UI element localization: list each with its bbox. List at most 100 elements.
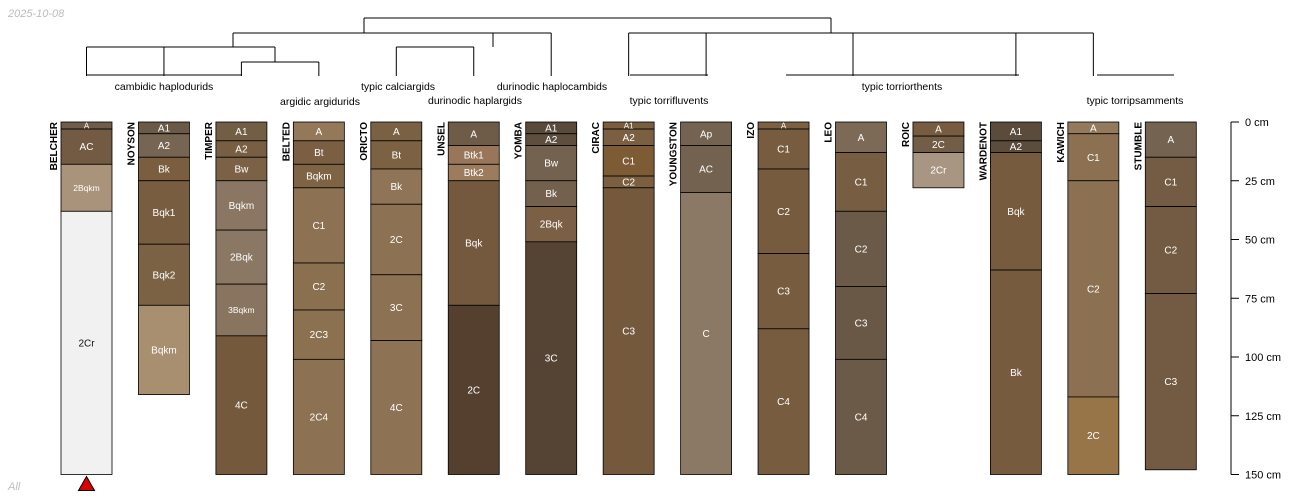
horizon-label: C1 [1087, 153, 1100, 164]
horizon-label: C1 [622, 156, 635, 167]
horizon-label: Ap [700, 129, 713, 140]
horizon-2bqk [215, 229, 268, 285]
horizon-label: C4 [855, 412, 868, 423]
horizon-label: Bt [392, 150, 402, 161]
horizon-label: A2 [623, 133, 636, 144]
profile-name: NOYSON [126, 122, 137, 165]
horizon-label: A [84, 121, 90, 130]
marker-triangle [77, 475, 96, 491]
horizon-label: Bw [544, 159, 559, 170]
horizon-ac [60, 128, 113, 165]
horizon-label: Bqk [1007, 207, 1025, 218]
taxon-label: typic torriorthents [862, 81, 943, 93]
profile-unsel: A Btk1 Btk2 Bqk 2C UNSEL [436, 121, 500, 475]
axis-tick-label: 150 cm [1245, 470, 1281, 482]
profile-name: WARDENOT [978, 122, 989, 180]
profile-name: ROIC [901, 122, 912, 147]
horizon-c2 [292, 262, 345, 311]
horizon-ac [680, 145, 732, 193]
horizon-label: C3 [1164, 377, 1177, 388]
horizon-label: Bqkm [229, 201, 255, 212]
taxon-label: durinodic haplocambids [497, 81, 607, 93]
horizon-bk [370, 168, 423, 205]
horizon-label: 2C [932, 140, 945, 151]
axis-tick-label: 100 cm [1245, 352, 1281, 364]
horizon-a [1144, 121, 1197, 158]
horizon-label: 2Bqkm [73, 183, 99, 193]
horizon-label: 3C [545, 354, 558, 365]
horizon-label: Btk2 [464, 168, 484, 179]
horizon-2c [447, 304, 500, 475]
horizon-2cr [60, 210, 113, 475]
profile-name: BELCHER [49, 121, 60, 170]
horizon-label: A1 [624, 121, 634, 130]
horizon-c2 [757, 168, 810, 254]
horizon-label: Bk [1010, 368, 1023, 379]
profile-leo: A C1 C2 C3 C4 LEO [824, 121, 887, 475]
profile-name: ORICTO [359, 122, 370, 161]
horizon-label: C3 [855, 318, 868, 329]
horizon-2c4 [292, 358, 345, 475]
depth-axis: 0 cm 25 cm 50 cm 75 cm 100 cm 125 cm 150 cm [1230, 117, 1281, 482]
horizon-label: 3Bqkm [228, 305, 254, 315]
dendrogram [86, 17, 1094, 76]
horizon-4c [215, 335, 268, 475]
horizon-c3 [1144, 293, 1197, 471]
horizon-label: A [781, 121, 787, 130]
horizon-label: C2 [1164, 246, 1177, 257]
horizon-label: C1 [855, 177, 868, 188]
profile-belcher: A AC 2Bqkm 2Cr BELCHER [49, 121, 113, 475]
horizon-label: Bqkm [306, 172, 332, 183]
horizon-label: A2 [545, 135, 558, 146]
horizon-c1 [835, 152, 887, 212]
axis-tick-label: 0 cm [1245, 117, 1269, 129]
horizon-label: Bqk [465, 239, 483, 250]
profile-belted: A Bt Bqkm C1 C2 2C3 2C4 BELTED [281, 121, 345, 475]
corner-label: All [8, 481, 21, 493]
profile-name: YOUNGSTON [669, 122, 680, 186]
horizon-label: C2 [312, 282, 325, 293]
horizon-label: 3C [390, 303, 403, 314]
horizon-label: 2Bqk [230, 253, 254, 264]
horizon-label: Bt [314, 148, 324, 159]
axis-tick-label: 50 cm [1245, 235, 1275, 247]
horizon-label: 4C [390, 403, 403, 414]
profile-name: IZO [746, 122, 757, 139]
horizon-label: 2Cr [78, 338, 95, 349]
horizon-c3 [602, 187, 655, 475]
horizon-bw [525, 145, 578, 182]
horizon-c [680, 192, 732, 475]
horizon-label: A [316, 127, 323, 138]
horizon-label: A [1167, 135, 1174, 146]
horizon-label: A1 [235, 127, 248, 138]
horizon-bt [370, 140, 423, 170]
horizon-bqkm [138, 304, 190, 395]
marker-layer [77, 475, 96, 491]
horizon-label: C2 [1087, 284, 1100, 295]
horizon-c1 [292, 187, 345, 264]
horizon-c1 [1067, 133, 1120, 182]
profile-name: UNSEL [436, 122, 447, 156]
profile-name: YOMBA [514, 122, 525, 159]
profile-name: LEO [824, 122, 835, 143]
profile-stumble: A C1 C2 C3 STUMBLE [1133, 121, 1197, 471]
horizon-c4 [835, 358, 887, 475]
profile-timper: A1 A2 Bw Bqkm 2Bqk 3Bqkm 4C TIMPER [204, 121, 268, 475]
profile-name: STUMBLE [1133, 122, 1144, 171]
horizon-label: A [470, 129, 477, 140]
horizon-bqk2 [138, 243, 190, 306]
horizon-c1 [1144, 156, 1197, 207]
profile-name: CIRAC [591, 122, 602, 154]
horizon-3bqkm [215, 283, 268, 337]
profile-roic: A 2C 2Cr ROIC [901, 121, 965, 189]
horizon-label: A1 [1010, 127, 1023, 138]
horizon-label: 2Cr [930, 166, 947, 177]
horizon-label: Bk [390, 182, 403, 193]
horizon-3c [370, 274, 423, 341]
horizon-label: 2C4 [310, 412, 329, 423]
horizon-label: AC [699, 165, 713, 176]
axis-tick-label: 25 cm [1245, 176, 1275, 188]
